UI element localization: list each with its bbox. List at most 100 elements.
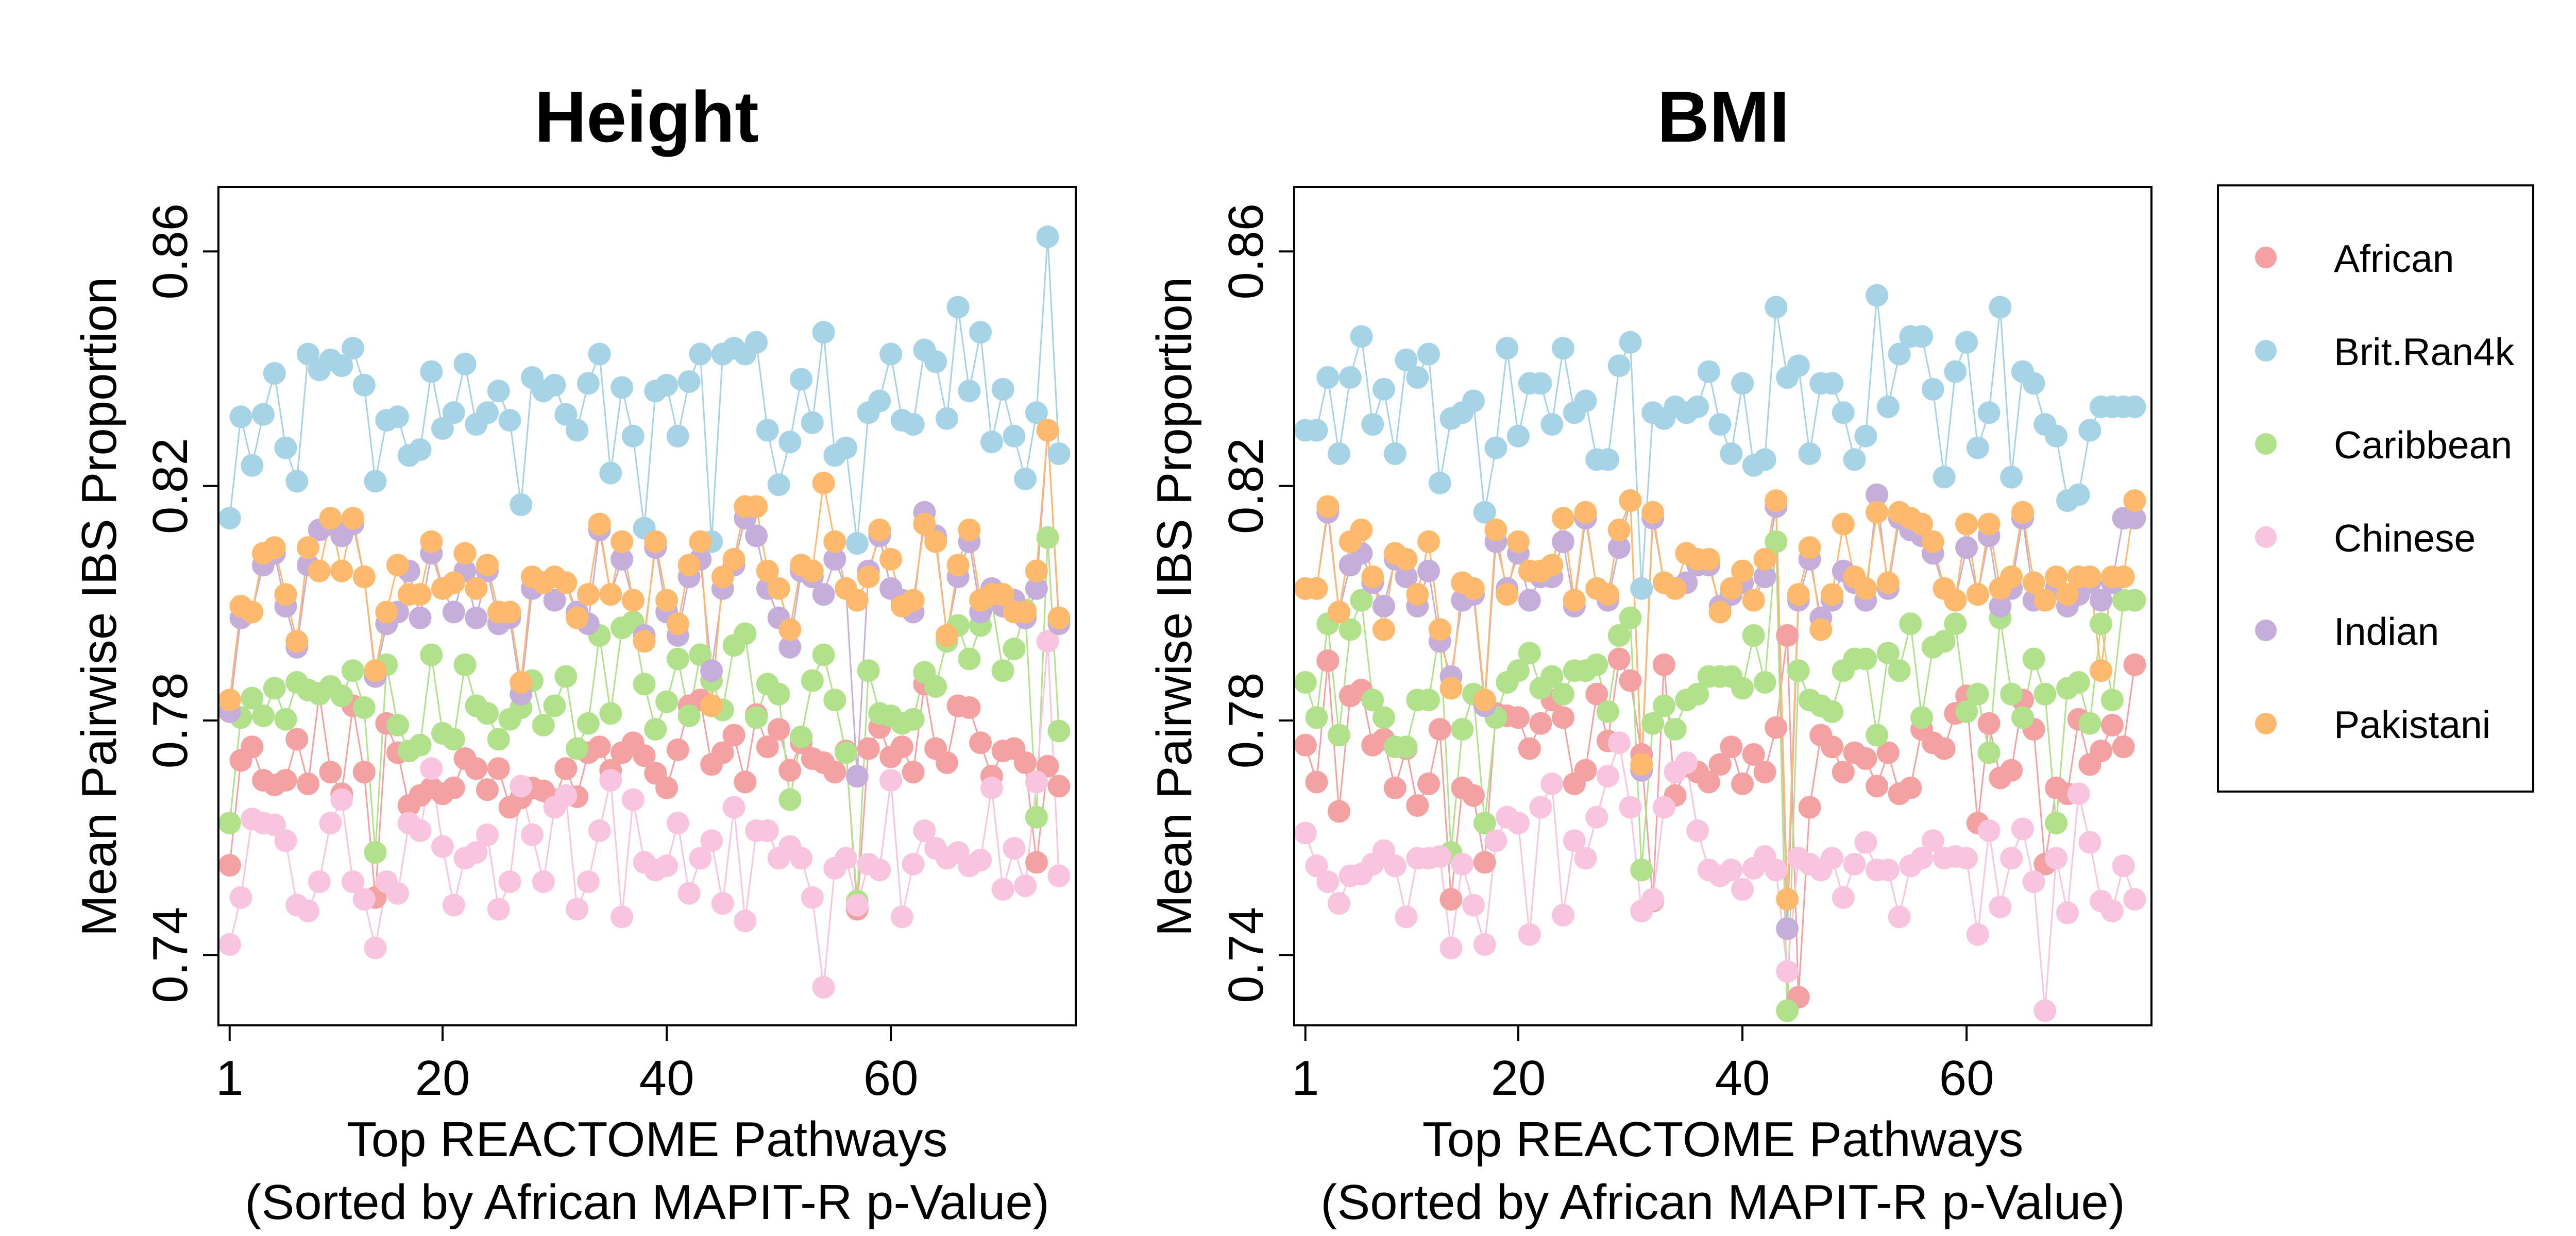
x-tick-label: 1 xyxy=(216,1051,243,1106)
data-point xyxy=(1910,706,1934,729)
data-point xyxy=(364,841,387,864)
data-point xyxy=(2123,589,2146,612)
data-point xyxy=(442,600,465,624)
data-point xyxy=(1395,547,1418,571)
data-point xyxy=(364,659,387,682)
data-point xyxy=(689,530,712,553)
data-point xyxy=(1036,754,1059,778)
data-point xyxy=(879,769,903,792)
data-point xyxy=(2011,706,2034,729)
data-point xyxy=(263,813,286,836)
data-point xyxy=(2045,847,2068,870)
data-point xyxy=(1866,724,1889,747)
data-point xyxy=(1563,829,1586,852)
data-point xyxy=(958,647,981,671)
data-point xyxy=(1955,700,1978,723)
data-point xyxy=(1899,776,1922,799)
data-point xyxy=(1753,565,1776,589)
data-point xyxy=(431,417,454,440)
data-point xyxy=(2000,466,2023,489)
legend-label: Indian xyxy=(2334,610,2439,653)
data-point xyxy=(1383,854,1406,878)
series-points-chinese xyxy=(1294,731,2146,1022)
data-point xyxy=(1518,642,1541,665)
data-point xyxy=(767,718,790,741)
data-point xyxy=(1686,819,1709,842)
data-point xyxy=(1428,845,1451,868)
data-point xyxy=(1552,682,1574,706)
data-point xyxy=(1708,600,1732,624)
data-point xyxy=(487,898,510,921)
data-point xyxy=(621,424,645,448)
data-point xyxy=(1876,571,1900,594)
data-point xyxy=(510,671,533,694)
data-point xyxy=(1641,888,1665,911)
legend-swatch xyxy=(2255,433,2277,455)
data-point xyxy=(409,733,432,757)
data-point xyxy=(1350,325,1373,348)
data-point xyxy=(487,757,510,780)
data-point xyxy=(722,547,745,571)
data-point xyxy=(1473,689,1496,712)
data-point xyxy=(1439,888,1463,911)
data-point xyxy=(1518,737,1541,760)
y-tick-label: 0.74 xyxy=(1218,907,1274,1003)
data-point xyxy=(778,788,802,811)
data-point xyxy=(1305,706,1328,729)
data-point xyxy=(2078,565,2102,589)
data-point xyxy=(711,892,734,915)
legend-swatch xyxy=(2255,713,2277,734)
data-point xyxy=(342,507,364,530)
data-point xyxy=(1921,530,1944,553)
data-point xyxy=(958,696,981,719)
data-point xyxy=(1025,401,1048,424)
data-point xyxy=(644,718,667,741)
data-point xyxy=(1977,712,2001,735)
data-point xyxy=(577,372,600,395)
data-point xyxy=(778,759,802,782)
plot-frame xyxy=(217,186,1077,1026)
legend-swatch xyxy=(2255,247,2277,268)
data-point xyxy=(1832,401,1855,424)
data-point xyxy=(1003,424,1026,448)
legend-label: Brit.Ran4k xyxy=(2334,330,2515,373)
data-point xyxy=(599,769,622,792)
data-point xyxy=(1462,784,1485,807)
data-point xyxy=(890,735,913,759)
data-point xyxy=(902,589,925,612)
data-point xyxy=(1876,642,1900,665)
data-point xyxy=(1776,960,1799,983)
data-point xyxy=(364,936,387,959)
data-point xyxy=(252,403,275,426)
data-point xyxy=(801,411,824,434)
data-point xyxy=(1977,741,2001,764)
series-points-brit-ran4k xyxy=(218,225,1071,555)
data-point xyxy=(364,470,387,493)
data-point xyxy=(274,708,297,731)
data-point xyxy=(902,413,925,436)
data-point xyxy=(1630,859,1653,882)
data-point xyxy=(241,735,264,759)
data-point xyxy=(946,554,970,577)
data-point xyxy=(297,342,319,366)
data-point xyxy=(969,321,992,344)
data-point xyxy=(1753,448,1776,471)
data-point xyxy=(498,600,521,624)
y-tick-label: 0.86 xyxy=(143,203,198,300)
data-point xyxy=(902,852,925,876)
data-point xyxy=(1731,559,1754,582)
legend-label: African xyxy=(2334,237,2454,280)
data-point xyxy=(1607,624,1631,647)
data-point xyxy=(1462,577,1485,600)
data-point xyxy=(1305,577,1328,600)
data-point xyxy=(577,712,600,735)
data-point xyxy=(274,769,297,792)
data-point xyxy=(655,854,679,878)
data-point xyxy=(1428,618,1451,641)
data-point xyxy=(2000,682,2023,706)
data-point xyxy=(218,689,241,712)
data-point xyxy=(1944,589,1967,612)
data-point xyxy=(1652,653,1675,676)
data-point xyxy=(588,735,611,759)
data-point xyxy=(1328,442,1350,465)
